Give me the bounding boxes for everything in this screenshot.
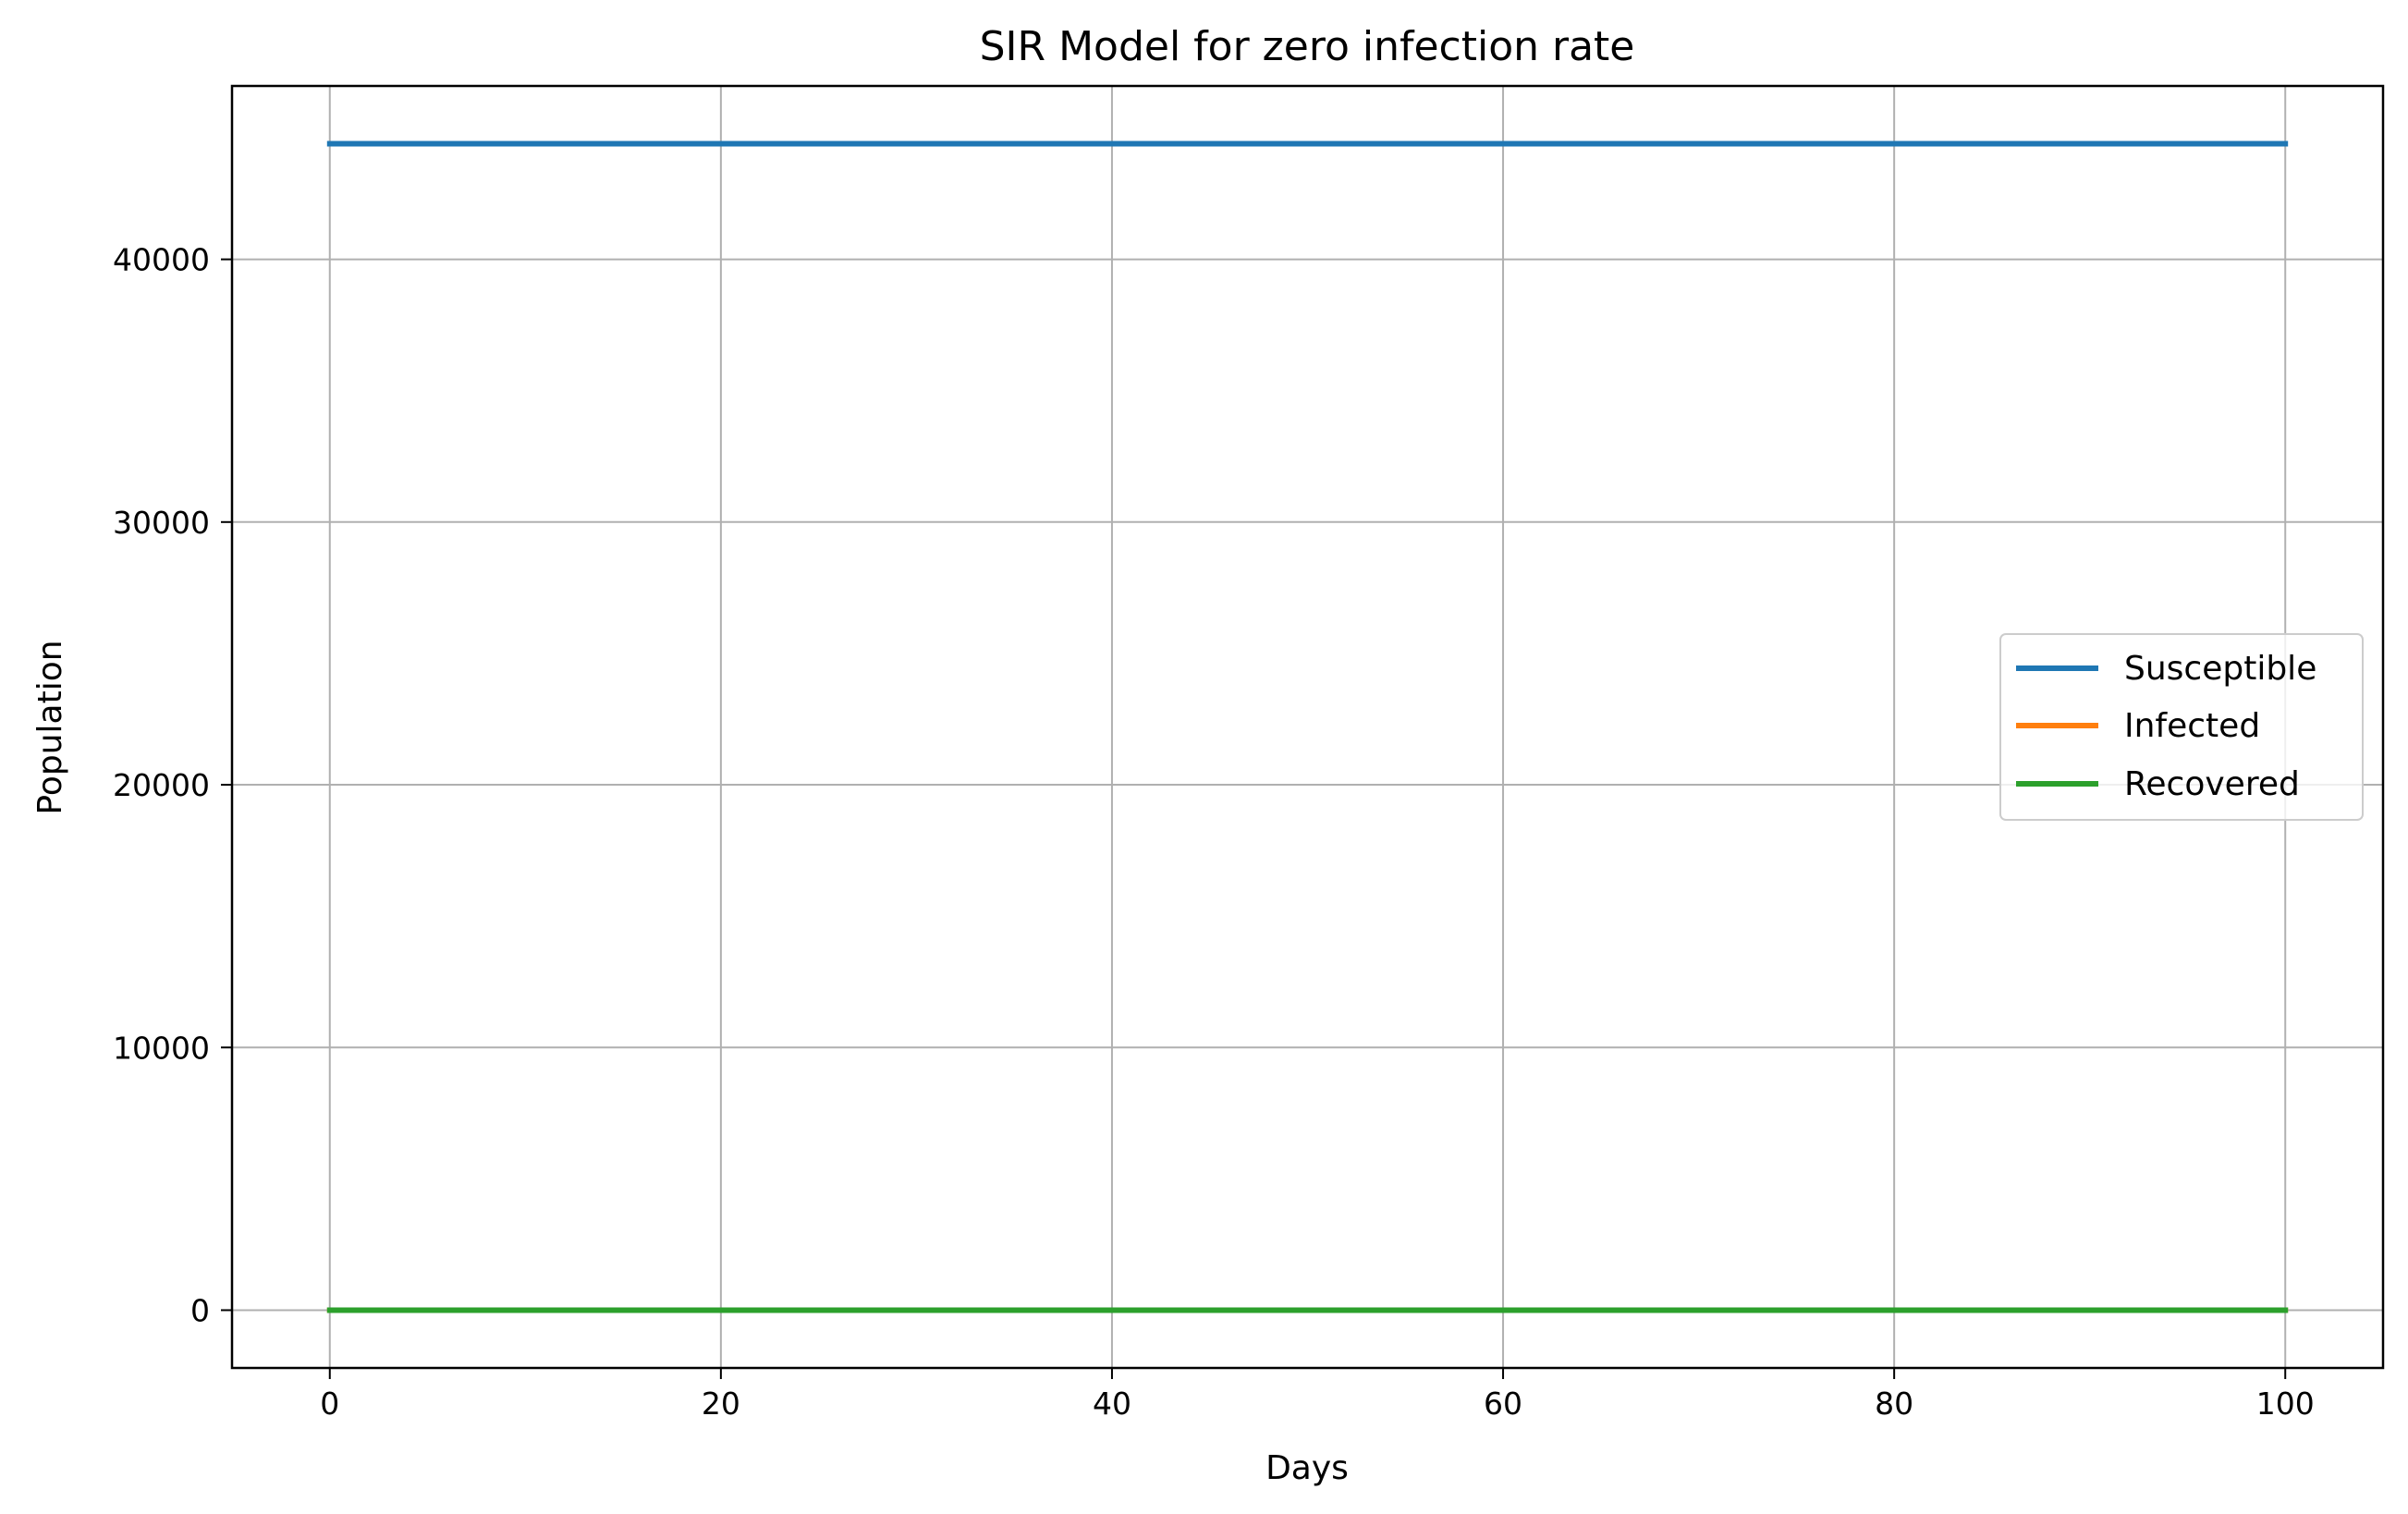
y-axis-ticks: 0 10000 20000 30000 40000 <box>113 242 232 1328</box>
x-axis-title: Days <box>1265 1449 1349 1487</box>
chart-title: SIR Model for zero infection rate <box>980 23 1635 70</box>
y-tick-label: 20000 <box>113 767 210 803</box>
legend-box <box>1999 633 2364 821</box>
y-axis-title: Population <box>31 640 69 814</box>
y-tick-label: 10000 <box>113 1030 210 1066</box>
x-tick-label: 0 <box>320 1386 339 1422</box>
y-tick-label: 40000 <box>113 242 210 278</box>
x-tick-label: 60 <box>1484 1386 1522 1422</box>
series-lines <box>326 140 2289 1313</box>
legend-label-recovered: Recovered <box>2124 765 2300 803</box>
x-tick-label: 20 <box>702 1386 740 1422</box>
x-tick-label: 80 <box>1875 1386 1913 1422</box>
x-tick-label: 100 <box>2256 1386 2315 1422</box>
legend-label-infected: Infected <box>2124 707 2260 745</box>
x-axis-ticks: 0 20 40 60 80 100 <box>320 1368 2315 1422</box>
y-tick-label: 0 <box>190 1292 210 1328</box>
legend-label-susceptible: Susceptible <box>2124 650 2316 688</box>
x-tick-label: 40 <box>1093 1386 1131 1422</box>
y-tick-label: 30000 <box>113 505 210 541</box>
plot-frame <box>230 84 2385 1370</box>
legend: Susceptible Infected Recovered <box>1999 633 2364 821</box>
